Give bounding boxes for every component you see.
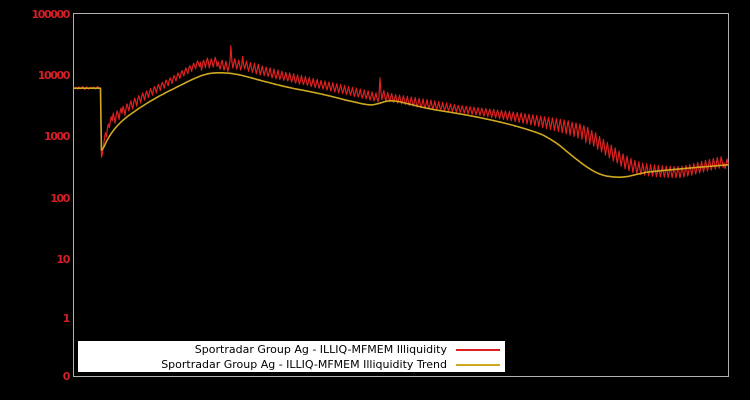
legend-entry-label: Sportradar Group Ag - ILLIQ-MFMEM Illiqu…: [194, 342, 447, 356]
y-axis-tick-label: 10000: [37, 68, 71, 82]
series-layer: [73, 45, 729, 179]
plot-frame: [73, 13, 729, 377]
y-axis-tick-label: 10: [56, 252, 70, 266]
y-axis-tick-label: 100000: [31, 7, 70, 21]
y-axis-tick-label: 1000: [43, 130, 70, 143]
legend-entry[interactable]: Sportradar Group Ag - ILLIQ-MFMEM Illiqu…: [79, 342, 504, 357]
legend-entry-label: Sportradar Group Ag - ILLIQ-MFMEM Illiqu…: [161, 357, 447, 371]
legend-entry[interactable]: Sportradar Group Ag - ILLIQ-MFMEM Illiqu…: [79, 357, 504, 372]
legend-color-swatch: [456, 363, 500, 366]
data-series-line-2: [73, 71, 729, 178]
y-axis-tick-label: 0: [62, 369, 71, 383]
legend-color-swatch: [456, 348, 500, 351]
y-axis-tick-label: 1: [62, 311, 71, 325]
y-axis-tick-labels: 100000 10000 1000 100 10 1 0: [0, 0, 71, 400]
y-axis-tick-label: 100: [50, 191, 70, 205]
chart-legend: Sportradar Group Ag - ILLIQ-MFMEM Illiqu…: [78, 341, 505, 372]
